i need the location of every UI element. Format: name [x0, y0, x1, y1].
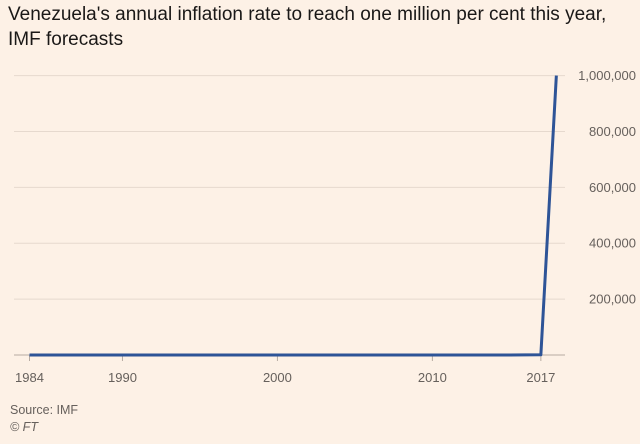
x-tick-label: 1990	[108, 370, 137, 385]
x-axis: 1984 1990 2000 2010 2017	[14, 354, 565, 385]
y-tick-label: 800,000	[589, 124, 636, 139]
chart-title: Venezuela's annual inflation rate to rea…	[8, 4, 607, 50]
x-tick-label: 2000	[263, 370, 292, 385]
y-tick-label: 200,000	[589, 292, 636, 307]
series-line	[29, 75, 558, 357]
grid-lines	[14, 75, 565, 300]
x-tick-label: 2017	[526, 370, 555, 385]
series-lines	[29, 75, 558, 357]
x-tick-label: 2010	[418, 370, 447, 385]
y-tick-label: 600,000	[589, 180, 636, 195]
source-note: Source: IMF	[10, 403, 79, 417]
copyright-note: © FT	[10, 420, 38, 434]
y-axis: 200,000 400,000 600,000 800,000 1,000,000	[578, 68, 636, 307]
y-tick-label: 400,000	[589, 236, 636, 251]
x-tick-label: 1984	[15, 370, 44, 385]
y-tick-label: 1,000,000	[578, 68, 636, 83]
